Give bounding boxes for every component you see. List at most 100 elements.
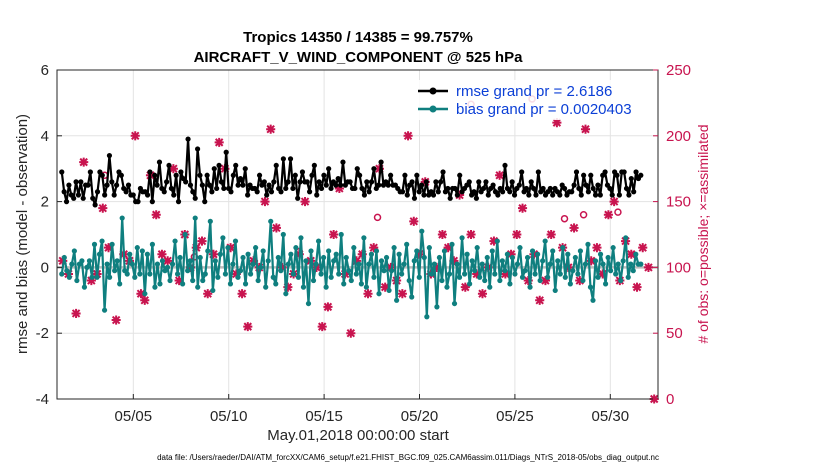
legend-box <box>413 80 653 120</box>
x-tick-label: 05/30 <box>592 408 630 425</box>
obs-assimilated-marker <box>380 282 390 292</box>
legend-marker-bias <box>429 105 437 113</box>
rmse-point <box>371 166 377 172</box>
rmse-point <box>631 189 637 195</box>
rmse-point <box>228 189 234 195</box>
bias-point <box>263 284 269 290</box>
rmse-point <box>185 136 191 142</box>
rmse-point <box>254 189 260 195</box>
bias-point <box>376 291 382 297</box>
legend: rmse grand pr = 2.6186 bias grand pr = 0… <box>413 80 653 120</box>
rmse-point <box>104 182 110 188</box>
bias-point <box>338 231 344 238</box>
obs-assimilated-marker <box>495 170 505 180</box>
bias-point <box>119 215 125 221</box>
rmse-point <box>113 182 120 188</box>
rmse-point <box>561 185 568 192</box>
bias-point <box>595 274 601 280</box>
bias-point <box>96 251 103 257</box>
rmse-point <box>278 189 284 195</box>
rmse-point <box>245 192 251 198</box>
bias-point <box>381 268 387 274</box>
x-tick-label: 05/25 <box>496 408 534 425</box>
bias-point <box>237 268 244 274</box>
bias-point <box>89 274 95 280</box>
rmse-point <box>218 179 225 185</box>
legend-label-bias: bias grand pr = 0.0020403 <box>456 101 632 118</box>
rmse-point <box>266 182 272 188</box>
bias-point <box>190 277 196 284</box>
obs-assimilated-marker <box>638 243 648 253</box>
rmse-point <box>597 192 603 198</box>
bias-point <box>532 271 538 277</box>
bias-point <box>346 268 352 274</box>
bias-point <box>620 258 626 264</box>
bias-point <box>195 284 201 290</box>
bias-point <box>474 245 480 251</box>
bias-point <box>217 251 223 257</box>
rmse-point <box>161 189 167 195</box>
obs-assimilated-marker <box>136 289 146 299</box>
bias-point <box>542 238 548 244</box>
bias-point <box>509 254 516 261</box>
bias-point <box>212 258 218 264</box>
bias-point <box>247 271 254 277</box>
bias-point <box>492 271 498 277</box>
obs-assimilated-marker <box>523 276 533 286</box>
bias-point <box>424 314 430 320</box>
bias-point <box>295 274 302 280</box>
bias-point <box>157 281 163 287</box>
bias-point <box>222 271 229 277</box>
bias-point <box>81 284 88 290</box>
bias-point <box>94 274 100 280</box>
bias-point <box>401 261 407 267</box>
rmse-point <box>171 192 177 198</box>
bias-point <box>255 277 261 284</box>
obs-assimilated-marker <box>472 269 482 279</box>
bias-point <box>361 235 367 241</box>
rmse-point <box>368 179 375 185</box>
rmse-point <box>90 195 96 201</box>
y-right-tick-label: 200 <box>666 128 691 145</box>
rmse-point <box>457 172 463 178</box>
bias-point <box>363 284 370 290</box>
bias-point <box>615 261 621 267</box>
rmse-point <box>287 156 294 162</box>
rmse-point <box>316 179 322 185</box>
rmse-point <box>418 182 425 188</box>
rmse-point <box>500 189 506 195</box>
obs-assimilated-marker <box>98 203 108 213</box>
rmse-point <box>590 185 596 192</box>
bias-point <box>273 281 279 287</box>
rmse-point <box>416 189 422 195</box>
bias-point <box>185 268 191 274</box>
bias-point <box>502 268 508 274</box>
rmse-point <box>235 182 241 188</box>
obs-assimilated-marker <box>569 223 579 233</box>
bias-point <box>416 274 422 280</box>
bias-point <box>333 251 339 257</box>
bias-point <box>200 277 206 284</box>
rmse-point <box>214 185 220 192</box>
rmse-point <box>280 156 286 162</box>
obs-assimilated-marker <box>500 269 510 279</box>
rmse-point <box>471 189 477 195</box>
obs-assimilated-marker <box>323 302 333 312</box>
rmse-point <box>273 162 279 169</box>
bias-point <box>278 268 284 274</box>
bias-point <box>602 281 609 287</box>
bias-point <box>134 245 140 251</box>
bias-point <box>590 297 596 303</box>
bias-point <box>444 284 450 290</box>
bias-point <box>547 261 553 267</box>
bias-point <box>411 258 417 264</box>
rmse-point <box>616 192 622 198</box>
bias-point <box>225 245 231 251</box>
bias-point <box>394 297 400 303</box>
rmse-point <box>221 185 227 192</box>
rmse-point <box>206 182 213 188</box>
bias-point <box>172 238 178 244</box>
bias-point <box>499 258 505 264</box>
rmse-point <box>323 182 329 188</box>
bias-point <box>592 258 599 264</box>
